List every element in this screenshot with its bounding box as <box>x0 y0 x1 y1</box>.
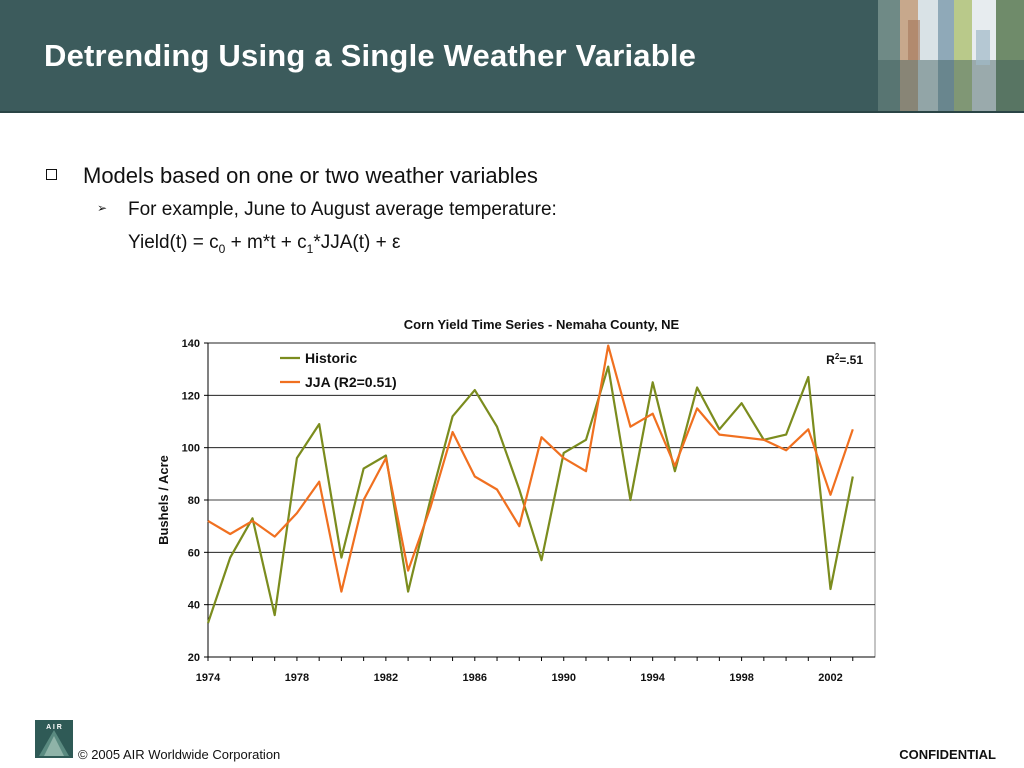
x-tick-label: 2002 <box>818 672 842 684</box>
y-tick-label: 60 <box>188 547 200 559</box>
copyright-text: © 2005 AIR Worldwide Corporation <box>78 747 281 762</box>
formula-part-2: + m*t + c <box>225 232 307 253</box>
y-tick-label: 40 <box>188 600 200 612</box>
x-tick-label: 1994 <box>640 672 665 684</box>
x-tick-label: 1974 <box>196 672 221 684</box>
legend-label: JJA (R2=0.51) <box>305 374 397 390</box>
r2-sup: 2 <box>835 352 840 361</box>
x-tick-label: 1986 <box>463 672 487 684</box>
y-tick-label: 80 <box>188 495 200 507</box>
x-tick-label: 1978 <box>285 672 309 684</box>
y-tick-label: 140 <box>182 338 200 350</box>
x-tick-label: 1990 <box>551 672 575 684</box>
formula-part-3: *JJA(t) + ε <box>313 232 401 253</box>
legend-label: Historic <box>305 350 357 366</box>
formula-sub-1: 1 <box>306 241 314 256</box>
chart-svg: Corn Yield Time Series - Nemaha County, … <box>156 317 876 684</box>
bullet-2-text: For example, June to August average temp… <box>128 199 557 220</box>
y-axis-label: Bushels / Acre <box>156 455 171 545</box>
slide-title: Detrending Using a Single Weather Variab… <box>44 38 697 73</box>
y-tick-label: 120 <box>182 390 200 402</box>
arrow-bullet-icon: ➢ <box>97 201 108 215</box>
confidential-label: CONFIDENTIAL <box>899 747 996 762</box>
y-tick-label: 100 <box>182 443 200 455</box>
air-logo: A I R <box>35 720 73 758</box>
chart-title: Corn Yield Time Series - Nemaha County, … <box>404 317 680 332</box>
logo-text: A I R <box>46 724 62 731</box>
series-line-jja <box>207 344 854 593</box>
formula: Yield(t) = c0 + m*t + c1*JJA(t) + ε <box>128 232 400 256</box>
formula-sub-0: 0 <box>218 241 226 256</box>
bullet-1-text: Models based on one or two weather varia… <box>83 163 538 188</box>
r2-value: =.51 <box>839 353 863 367</box>
r2-base: R <box>826 353 835 367</box>
square-bullet-icon <box>46 169 57 180</box>
series-line-historic <box>206 365 854 624</box>
corn-yield-chart: Corn Yield Time Series - Nemaha County, … <box>145 305 885 705</box>
x-tick-label: 1982 <box>374 672 398 684</box>
y-tick-label: 20 <box>188 652 200 664</box>
slide-header: Detrending Using a Single Weather Variab… <box>0 0 1024 113</box>
x-tick-label: 1998 <box>729 672 753 684</box>
header-photo-collage <box>878 0 1024 111</box>
r2-annotation: R2=.51 <box>826 352 863 367</box>
formula-part-1: Yield(t) = c <box>128 232 219 253</box>
